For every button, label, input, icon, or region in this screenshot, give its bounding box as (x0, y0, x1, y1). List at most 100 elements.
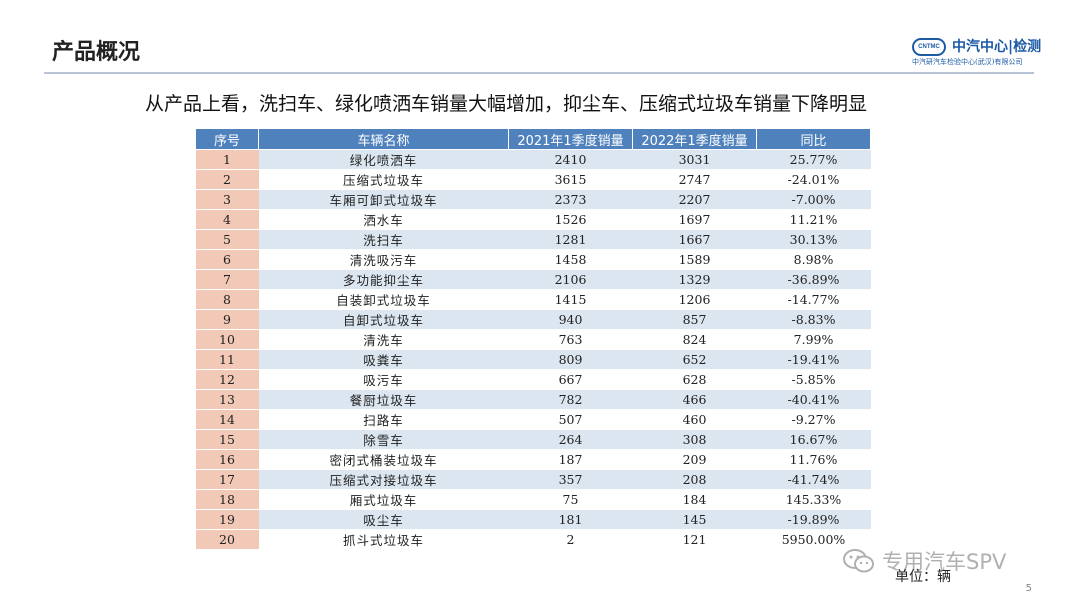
sales-2021q1-cell: 357 (508, 469, 633, 490)
sales-2022q1-cell: 1697 (632, 209, 757, 230)
sales-2021q1-cell: 1458 (508, 249, 633, 270)
sales-2021q1-cell: 187 (508, 449, 633, 470)
company-logo: CNTMC 中汽中心|检测 中汽研汽车检验中心(武汉)有限公司 (912, 36, 1042, 70)
sales-2022q1-cell: 1329 (632, 269, 757, 290)
vehicle-name-cell: 清洗车 (258, 329, 509, 350)
table-row: 1 绿化喷洒车 2410 3031 25.77% (195, 149, 871, 170)
sales-2021q1-cell: 2410 (508, 149, 633, 170)
vehicle-name-cell: 洒水车 (258, 209, 509, 230)
table-row: 4 洒水车 1526 1697 11.21% (195, 209, 871, 230)
yoy-change-cell: 11.21% (756, 209, 871, 230)
row-index-cell: 6 (195, 249, 259, 270)
sales-2022q1-cell: 1667 (632, 229, 757, 250)
row-index-cell: 12 (195, 369, 259, 390)
vehicle-name-cell: 清洗吸污车 (258, 249, 509, 270)
yoy-change-cell: 8.98% (756, 249, 871, 270)
table-row: 2 压缩式垃圾车 3615 2747 -24.01% (195, 169, 871, 190)
row-index-cell: 7 (195, 269, 259, 290)
sales-2021q1-cell: 2373 (508, 189, 633, 210)
sales-2021q1-cell: 1526 (508, 209, 633, 230)
table-row: 11 吸粪车 809 652 -19.41% (195, 349, 871, 370)
sales-2021q1-cell: 940 (508, 309, 633, 330)
sales-2022q1-cell: 857 (632, 309, 757, 330)
vehicle-name-cell: 厢式垃圾车 (258, 489, 509, 510)
yoy-change-cell: 30.13% (756, 229, 871, 250)
sales-2021q1-cell: 181 (508, 509, 633, 530)
watermark-text: 专用汽车SPV (882, 550, 1007, 574)
yoy-change-cell: -19.89% (756, 509, 871, 530)
row-index-cell: 19 (195, 509, 259, 530)
table-row: 9 自卸式垃圾车 940 857 -8.83% (195, 309, 871, 330)
vehicle-name-cell: 自装卸式垃圾车 (258, 289, 509, 310)
vehicle-name-cell: 自卸式垃圾车 (258, 309, 509, 330)
yoy-change-cell: -8.83% (756, 309, 871, 330)
watermark: 专用汽车SPV (842, 546, 1006, 576)
sales-2022q1-cell: 466 (632, 389, 757, 410)
vehicle-name-cell: 密闭式桶装垃圾车 (258, 449, 509, 470)
sales-2021q1-cell: 2 (508, 529, 633, 550)
sales-table: 序号 车辆名称 2021年1季度销量 2022年1季度销量 同比 1 绿化喷洒车 2… (195, 128, 871, 550)
table-row: 13 餐厨垃圾车 782 466 -40.41% (195, 389, 871, 410)
yoy-change-cell: -19.41% (756, 349, 871, 370)
sales-2022q1-cell: 652 (632, 349, 757, 370)
vehicle-name-cell: 压缩式对接垃圾车 (258, 469, 509, 490)
sales-2021q1-cell: 763 (508, 329, 633, 350)
page-number: 5 (1025, 583, 1032, 594)
vehicle-name-cell: 扫路车 (258, 409, 509, 430)
slide-title: 产品概况 (52, 40, 141, 65)
table-row: 17 压缩式对接垃圾车 357 208 -41.74% (195, 469, 871, 490)
yoy-change-cell: 145.33% (756, 489, 871, 510)
column-header-yoy: 同比 (756, 128, 871, 150)
sales-2022q1-cell: 824 (632, 329, 757, 350)
sales-2021q1-cell: 2106 (508, 269, 633, 290)
yoy-change-cell: -9.27% (756, 409, 871, 430)
table-row: 12 吸污车 667 628 -5.85% (195, 369, 871, 390)
column-header-2022q1-sales: 2022年1季度销量 (632, 128, 757, 150)
table-row: 8 自装卸式垃圾车 1415 1206 -14.77% (195, 289, 871, 310)
table-row: 20 抓斗式垃圾车 2 121 5950.00% (195, 529, 871, 550)
sales-2021q1-cell: 3615 (508, 169, 633, 190)
yoy-change-cell: 7.99% (756, 329, 871, 350)
row-index-cell: 20 (195, 529, 259, 550)
logo-main-text: 中汽中心|检测 (952, 39, 1042, 55)
table-row: 19 吸尘车 181 145 -19.89% (195, 509, 871, 530)
sales-2021q1-cell: 264 (508, 429, 633, 450)
yoy-change-cell: -40.41% (756, 389, 871, 410)
vehicle-name-cell: 洗扫车 (258, 229, 509, 250)
table-row: 18 厢式垃圾车 75 184 145.33% (195, 489, 871, 510)
column-header-vehicle-name: 车辆名称 (258, 128, 509, 150)
table-row: 3 车厢可卸式垃圾车 2373 2207 -7.00% (195, 189, 871, 210)
sales-2022q1-cell: 3031 (632, 149, 757, 170)
sales-2021q1-cell: 782 (508, 389, 633, 410)
vehicle-name-cell: 绿化喷洒车 (258, 149, 509, 170)
row-index-cell: 1 (195, 149, 259, 170)
sales-2022q1-cell: 2207 (632, 189, 757, 210)
row-index-cell: 4 (195, 209, 259, 230)
column-header-2021q1-sales: 2021年1季度销量 (508, 128, 633, 150)
slide-subtitle: 从产品上看，洗扫车、绿化喷洒车销量大幅增加，抑尘车、压缩式垃圾车销量下降明显 (145, 93, 868, 115)
sales-2022q1-cell: 460 (632, 409, 757, 430)
row-index-cell: 14 (195, 409, 259, 430)
yoy-change-cell: 25.77% (756, 149, 871, 170)
row-index-cell: 17 (195, 469, 259, 490)
yoy-change-cell: 11.76% (756, 449, 871, 470)
row-index-cell: 10 (195, 329, 259, 350)
vehicle-name-cell: 餐厨垃圾车 (258, 389, 509, 410)
wechat-icon (843, 549, 874, 573)
vehicle-name-cell: 多功能抑尘车 (258, 269, 509, 290)
table-row: 15 除雪车 264 308 16.67% (195, 429, 871, 450)
sales-2022q1-cell: 1589 (632, 249, 757, 270)
vehicle-name-cell: 压缩式垃圾车 (258, 169, 509, 190)
sales-2022q1-cell: 184 (632, 489, 757, 510)
yoy-change-cell: -5.85% (756, 369, 871, 390)
table-row: 14 扫路车 507 460 -9.27% (195, 409, 871, 430)
row-index-cell: 3 (195, 189, 259, 210)
table-row: 7 多功能抑尘车 2106 1329 -36.89% (195, 269, 871, 290)
row-index-cell: 5 (195, 229, 259, 250)
yoy-change-cell: -14.77% (756, 289, 871, 310)
sales-2022q1-cell: 628 (632, 369, 757, 390)
table-header-row: 序号 车辆名称 2021年1季度销量 2022年1季度销量 同比 (195, 128, 871, 150)
vehicle-name-cell: 吸粪车 (258, 349, 509, 370)
vehicle-name-cell: 吸尘车 (258, 509, 509, 530)
header-divider (44, 72, 1034, 74)
